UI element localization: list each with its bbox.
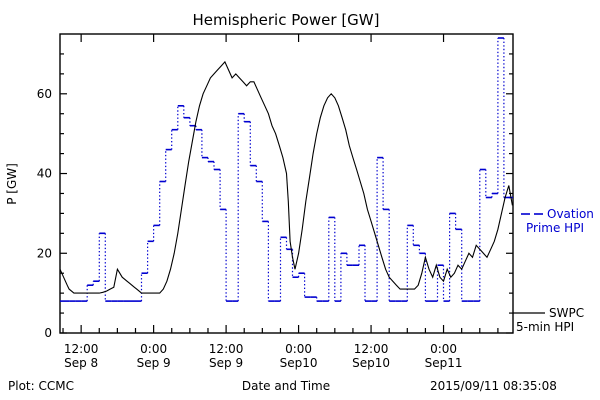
x-axis-label: Date and Time [242, 379, 330, 393]
y-tick-label: 20 [37, 246, 52, 260]
y-tick-label: 60 [37, 87, 52, 101]
x-tick-label-time: 0:00 [285, 342, 312, 356]
x-tick-label-date: Sep 9 [209, 356, 243, 370]
legend-swpc-label-2: 5-min HPI [516, 320, 574, 334]
y-tick-label: 40 [37, 167, 52, 181]
x-tick-label-date: Sep11 [425, 356, 463, 370]
series-ovation-prime-hpi [60, 37, 513, 302]
x-tick-label-date: Sep10 [352, 356, 390, 370]
x-tick-label-time: 0:00 [140, 342, 167, 356]
y-axis-ticks: 0 20 40 60 [37, 53, 513, 340]
x-tick-label-time: 0:00 [430, 342, 457, 356]
legend-ovation-label-2: Prime HPI [526, 221, 584, 235]
footer-timestamp: 2015/09/11 08:35:08 [430, 379, 557, 393]
y-tick-label: 0 [44, 326, 52, 340]
x-tick-label-date: Sep 9 [137, 356, 171, 370]
footer-credit: Plot: CCMC [8, 379, 74, 393]
x-tick-label-time: 12:00 [209, 342, 244, 356]
legend-ovation-label-1: Ovation [547, 207, 594, 221]
x-tick-label-date: Sep 8 [64, 356, 98, 370]
series-swpc-5min-hpi [60, 60, 513, 294]
legend-ovation: Ovation Prime HPI [521, 207, 594, 235]
page-title: Hemispheric Power [GW] [193, 11, 380, 29]
x-tick-label-time: 12:00 [354, 342, 389, 356]
x-tick-label-time: 12:00 [64, 342, 99, 356]
legend-swpc-label-1: SWPC [549, 306, 584, 320]
x-tick-label-date: Sep10 [280, 356, 318, 370]
y-axis-label: P [GW] [5, 163, 19, 205]
plot-frame [59, 33, 514, 334]
legend-swpc: SWPC 5-min HPI [513, 306, 584, 334]
